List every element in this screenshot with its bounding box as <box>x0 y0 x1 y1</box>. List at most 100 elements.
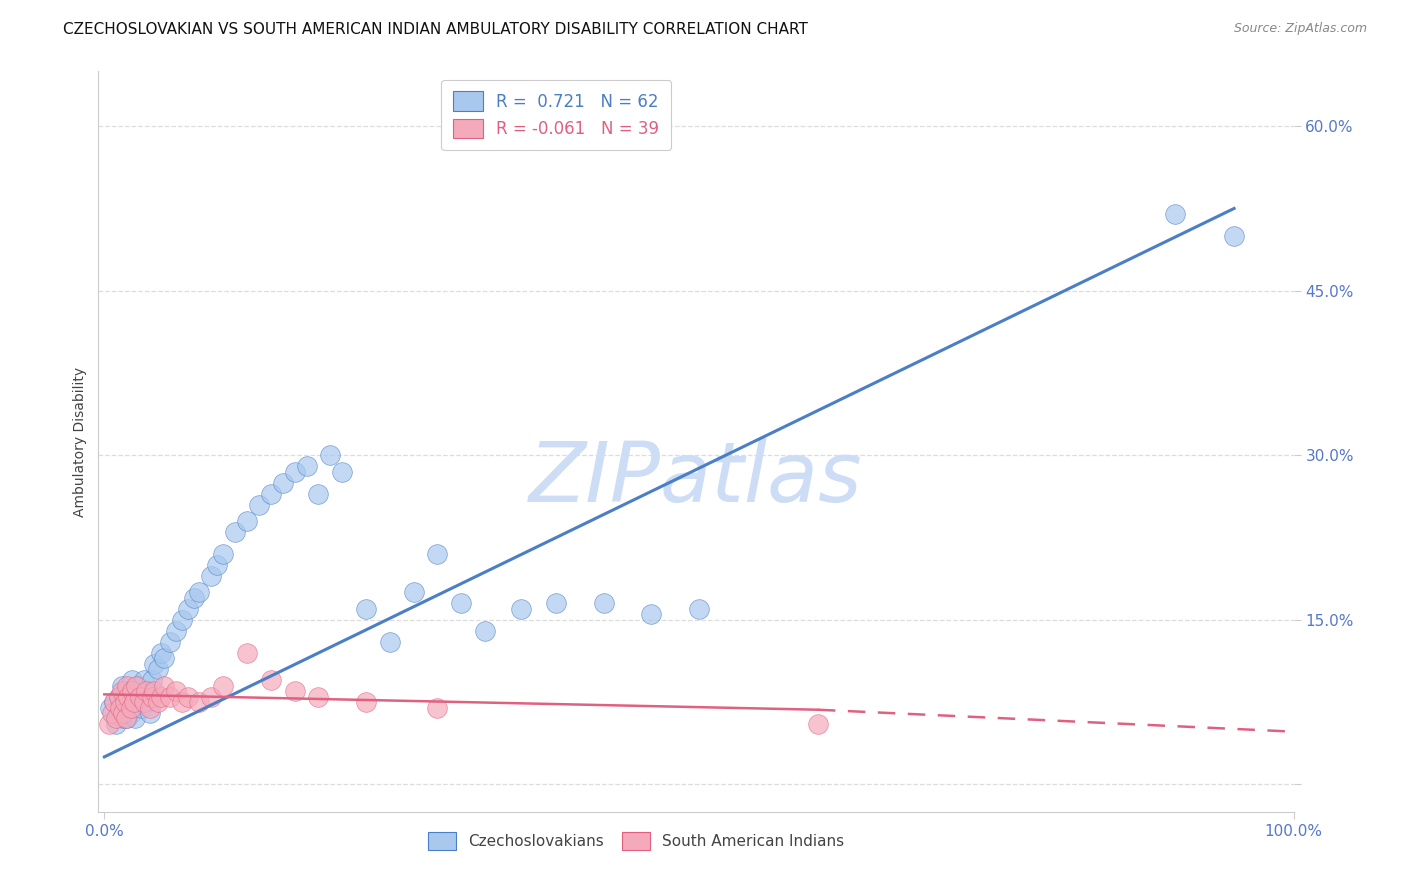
Point <box>138 706 160 720</box>
Legend: Czechoslovakians, South American Indians: Czechoslovakians, South American Indians <box>422 826 851 856</box>
Point <box>107 690 129 704</box>
Point <box>135 695 157 709</box>
Point <box>153 679 176 693</box>
Point <box>159 634 181 648</box>
Point <box>141 690 163 704</box>
Point <box>354 695 377 709</box>
Point <box>111 684 134 698</box>
Text: CZECHOSLOVAKIAN VS SOUTH AMERICAN INDIAN AMBULATORY DISABILITY CORRELATION CHART: CZECHOSLOVAKIAN VS SOUTH AMERICAN INDIAN… <box>63 22 808 37</box>
Point <box>117 690 139 704</box>
Point <box>260 673 283 687</box>
Point <box>124 711 146 725</box>
Point <box>114 700 136 714</box>
Point <box>295 459 318 474</box>
Point <box>188 585 211 599</box>
Point <box>165 624 187 638</box>
Point <box>114 695 136 709</box>
Point <box>108 700 131 714</box>
Point <box>176 602 198 616</box>
Point <box>207 558 229 572</box>
Point <box>120 706 142 720</box>
Point <box>426 547 449 561</box>
Point <box>236 514 259 528</box>
Point <box>1163 207 1185 221</box>
Point <box>143 657 166 671</box>
Point <box>100 706 122 720</box>
Point <box>592 596 614 610</box>
Point <box>188 695 211 709</box>
Text: ZIPatlas: ZIPatlas <box>529 438 863 519</box>
Point <box>546 596 568 610</box>
Point <box>450 596 472 610</box>
Point <box>122 695 145 709</box>
Point <box>212 679 235 693</box>
Point <box>183 591 205 605</box>
Point <box>122 700 145 714</box>
Point <box>200 690 222 704</box>
Point <box>200 569 222 583</box>
Point <box>330 465 353 479</box>
Point <box>150 690 173 704</box>
Point <box>138 700 160 714</box>
Point <box>112 706 135 720</box>
Point <box>112 711 135 725</box>
Point <box>307 486 329 500</box>
Point <box>224 524 246 539</box>
Point <box>402 585 425 599</box>
Point <box>426 700 449 714</box>
Point <box>111 679 134 693</box>
Point <box>141 673 163 687</box>
Point <box>115 711 138 725</box>
Point <box>146 695 169 709</box>
Point <box>236 646 259 660</box>
Point <box>115 679 138 693</box>
Point <box>108 706 131 720</box>
Point <box>212 547 235 561</box>
Point <box>129 690 152 704</box>
Point <box>135 684 157 698</box>
Point <box>284 465 307 479</box>
Point <box>129 690 152 704</box>
Point <box>165 684 187 698</box>
Text: Source: ZipAtlas.com: Source: ZipAtlas.com <box>1233 22 1367 36</box>
Point <box>121 684 143 698</box>
Point <box>107 690 129 704</box>
Point <box>98 700 121 714</box>
Point <box>114 711 136 725</box>
Point <box>127 679 149 693</box>
Point <box>103 695 125 709</box>
Point <box>1223 228 1246 243</box>
Point <box>284 684 307 698</box>
Point <box>121 673 143 687</box>
Point <box>117 690 139 704</box>
Point <box>103 695 125 709</box>
Point <box>170 613 193 627</box>
Point <box>474 624 496 638</box>
Point <box>118 695 141 709</box>
Point <box>120 700 142 714</box>
Point <box>378 634 401 648</box>
Point <box>150 646 173 660</box>
Point <box>640 607 662 622</box>
Point <box>170 695 193 709</box>
Point <box>132 673 155 687</box>
Point <box>105 711 128 725</box>
Point <box>509 602 531 616</box>
Point <box>131 700 153 714</box>
Point <box>98 717 121 731</box>
Point <box>159 690 181 704</box>
Point <box>319 448 342 462</box>
Point <box>125 679 148 693</box>
Point <box>138 684 160 698</box>
Point <box>260 486 283 500</box>
Point <box>807 717 830 731</box>
Point <box>132 695 155 709</box>
Point <box>146 662 169 676</box>
Point <box>247 498 270 512</box>
Point <box>143 684 166 698</box>
Point <box>122 684 145 698</box>
Point <box>114 684 136 698</box>
Point <box>307 690 329 704</box>
Point <box>105 717 128 731</box>
Point <box>354 602 377 616</box>
